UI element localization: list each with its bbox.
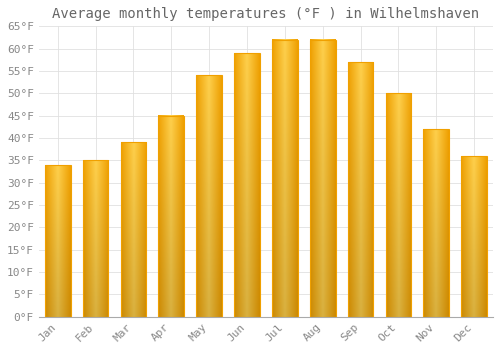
Bar [272, 40, 297, 317]
Bar [196, 76, 222, 317]
Bar [120, 142, 146, 317]
Bar [310, 40, 336, 317]
Bar [158, 116, 184, 317]
Bar [386, 93, 411, 317]
Bar [424, 129, 449, 317]
Bar [82, 160, 108, 317]
Bar [234, 53, 260, 317]
Title: Average monthly temperatures (°F ) in Wilhelmshaven: Average monthly temperatures (°F ) in Wi… [52, 7, 480, 21]
Bar [45, 165, 70, 317]
Bar [462, 156, 487, 317]
Bar [348, 62, 374, 317]
